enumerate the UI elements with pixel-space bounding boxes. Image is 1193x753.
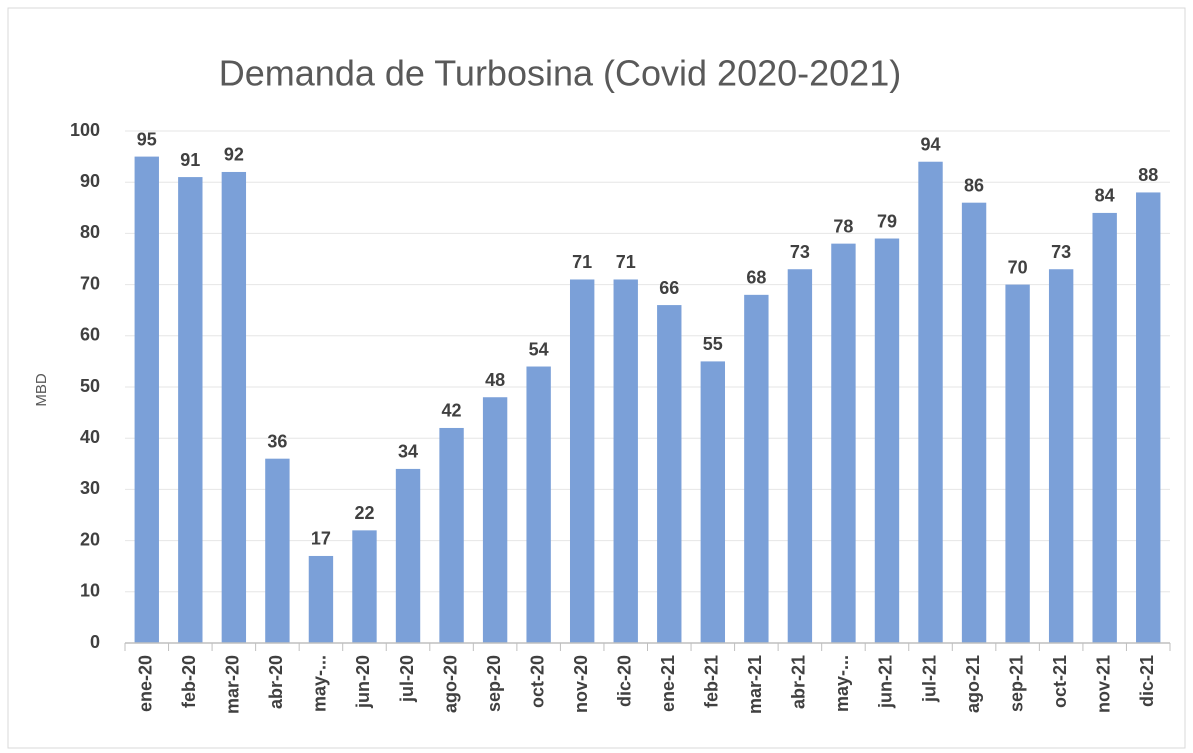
data-label: 54 xyxy=(529,339,549,359)
bar xyxy=(221,171,247,643)
y-tick-label: 100 xyxy=(70,120,100,140)
bar xyxy=(395,468,421,643)
bar xyxy=(1136,192,1161,643)
data-label: 86 xyxy=(964,175,984,195)
bar xyxy=(613,279,638,643)
data-label: 22 xyxy=(354,503,374,523)
chart-title: Demanda de Turbosina (Covid 2020-2021) xyxy=(219,53,901,94)
data-label: 17 xyxy=(311,529,331,549)
data-label: 66 xyxy=(659,278,679,298)
bar xyxy=(569,279,595,643)
x-tick-label: mar-20 xyxy=(223,655,243,714)
y-tick-label: 0 xyxy=(90,632,100,652)
x-tick-label: ene-20 xyxy=(136,655,156,712)
bar xyxy=(831,243,856,643)
x-tick-label: feb-20 xyxy=(179,655,199,708)
bar xyxy=(918,161,943,643)
bar xyxy=(526,366,551,643)
y-axis-label: MBD xyxy=(33,373,50,407)
bar xyxy=(482,397,508,643)
x-tick-label: ago-21 xyxy=(963,655,983,713)
bar xyxy=(308,555,334,643)
bar xyxy=(134,156,159,643)
x-tick-label: may-... xyxy=(832,655,852,712)
data-label: 36 xyxy=(267,431,287,451)
bar xyxy=(352,530,377,643)
bar xyxy=(1048,269,1074,643)
x-tick-label: abr-21 xyxy=(789,655,809,709)
x-tick-label: mar-21 xyxy=(745,655,765,714)
data-label: 73 xyxy=(1051,242,1071,262)
x-tick-label: may-... xyxy=(310,655,330,712)
x-tick-label: sep-21 xyxy=(1006,655,1026,712)
x-tick-label: nov-21 xyxy=(1093,655,1113,713)
x-tick-label: oct-21 xyxy=(1050,655,1070,708)
x-tick-label: dic-21 xyxy=(1137,655,1157,707)
bar xyxy=(265,458,290,643)
x-tick-label: jul-21 xyxy=(919,655,939,703)
data-label: 91 xyxy=(180,150,200,170)
bar xyxy=(1005,284,1030,643)
data-label: 34 xyxy=(398,442,418,462)
bar xyxy=(744,294,769,643)
data-label: 88 xyxy=(1138,165,1158,185)
x-tick-label: jul-20 xyxy=(397,655,417,703)
data-label: 55 xyxy=(703,334,723,354)
bar xyxy=(657,305,682,643)
y-tick-label: 90 xyxy=(80,171,100,191)
bar xyxy=(787,269,813,643)
data-label: 70 xyxy=(1008,257,1028,277)
y-tick-label: 60 xyxy=(80,325,100,345)
x-tick-label: dic-20 xyxy=(614,655,634,707)
x-tick-label: ago-20 xyxy=(440,655,460,713)
x-tick-label: sep-20 xyxy=(484,655,504,712)
x-tick-label: feb-21 xyxy=(702,655,722,708)
data-label: 68 xyxy=(746,268,766,288)
x-tick-label: jun-21 xyxy=(876,655,896,709)
x-tick-label: oct-20 xyxy=(527,655,547,708)
y-tick-label: 20 xyxy=(80,529,100,549)
bar xyxy=(1092,212,1117,644)
x-tick-label: nov-20 xyxy=(571,655,591,713)
data-label: 95 xyxy=(137,129,157,149)
data-label: 84 xyxy=(1095,186,1115,206)
data-label: 71 xyxy=(616,252,636,272)
bar xyxy=(961,202,987,643)
x-tick-label: ene-21 xyxy=(658,655,678,712)
data-label: 73 xyxy=(790,242,810,262)
y-tick-label: 40 xyxy=(80,427,100,447)
y-tick-label: 30 xyxy=(80,478,100,498)
data-label: 79 xyxy=(877,211,897,231)
bar xyxy=(439,427,464,643)
y-tick-label: 70 xyxy=(80,273,100,293)
x-tick-label: abr-20 xyxy=(266,655,286,709)
data-label: 42 xyxy=(442,401,462,421)
data-label: 48 xyxy=(485,370,505,390)
bar xyxy=(700,361,726,643)
y-tick-label: 10 xyxy=(80,581,100,601)
x-tick-label: jun-20 xyxy=(353,655,373,709)
bar xyxy=(874,238,900,643)
y-tick-label: 80 xyxy=(80,222,100,242)
data-label: 94 xyxy=(921,134,941,154)
data-label: 92 xyxy=(224,145,244,165)
bar xyxy=(178,177,203,643)
y-tick-label: 50 xyxy=(80,376,100,396)
data-label: 71 xyxy=(572,252,592,272)
data-label: 78 xyxy=(833,216,853,236)
